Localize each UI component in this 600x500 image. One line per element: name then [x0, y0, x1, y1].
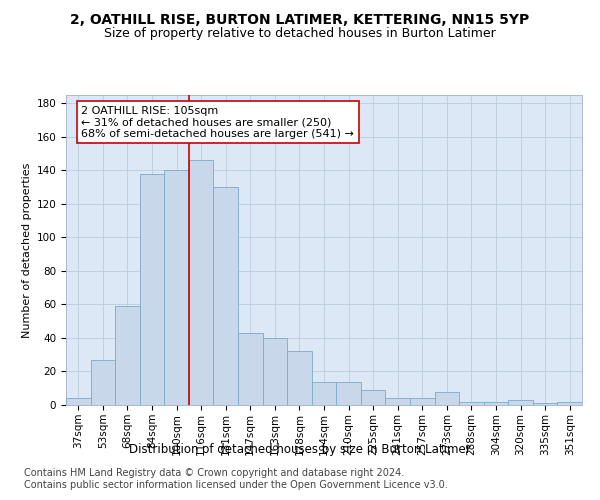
- Bar: [361, 390, 385, 405]
- Bar: [484, 402, 508, 405]
- Bar: [140, 174, 164, 405]
- Bar: [238, 333, 263, 405]
- Bar: [557, 402, 582, 405]
- Bar: [385, 398, 410, 405]
- Text: Contains HM Land Registry data © Crown copyright and database right 2024.: Contains HM Land Registry data © Crown c…: [24, 468, 404, 477]
- Bar: [336, 382, 361, 405]
- Bar: [189, 160, 214, 405]
- Bar: [66, 398, 91, 405]
- Bar: [287, 352, 312, 405]
- Text: 2 OATHILL RISE: 105sqm
← 31% of detached houses are smaller (250)
68% of semi-de: 2 OATHILL RISE: 105sqm ← 31% of detached…: [82, 106, 355, 139]
- Bar: [164, 170, 189, 405]
- Bar: [533, 404, 557, 405]
- Y-axis label: Number of detached properties: Number of detached properties: [22, 162, 32, 338]
- Bar: [263, 338, 287, 405]
- Text: Contains public sector information licensed under the Open Government Licence v3: Contains public sector information licen…: [24, 480, 448, 490]
- Text: Distribution of detached houses by size in Burton Latimer: Distribution of detached houses by size …: [129, 442, 471, 456]
- Bar: [459, 402, 484, 405]
- Bar: [434, 392, 459, 405]
- Bar: [312, 382, 336, 405]
- Bar: [91, 360, 115, 405]
- Text: Size of property relative to detached houses in Burton Latimer: Size of property relative to detached ho…: [104, 28, 496, 40]
- Bar: [508, 400, 533, 405]
- Text: 2, OATHILL RISE, BURTON LATIMER, KETTERING, NN15 5YP: 2, OATHILL RISE, BURTON LATIMER, KETTERI…: [70, 12, 530, 26]
- Bar: [410, 398, 434, 405]
- Bar: [115, 306, 140, 405]
- Bar: [214, 187, 238, 405]
